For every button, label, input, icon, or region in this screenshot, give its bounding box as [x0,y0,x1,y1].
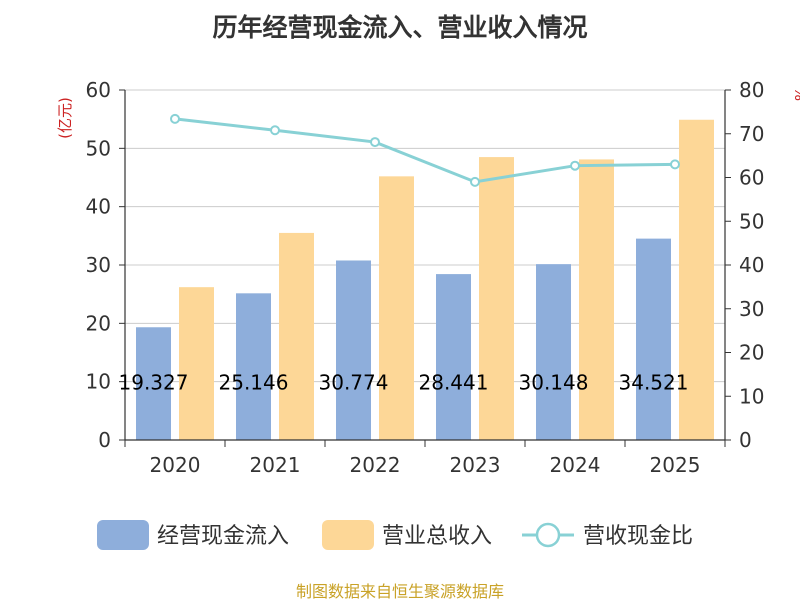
ratio-point [670,159,680,170]
axes: 0 10 20 30 40 50 60 0 10 20 30 40 50 60 70 80 (亿元)% 2020 2… [56,78,800,477]
right-tick-label: 70 [739,122,764,146]
chart-title: 历年经营现金流入、营业收入情况 [212,13,588,42]
ratio-polyline [174,117,676,184]
ratio-point [470,176,480,187]
legend: 经营现金流入 营业总收入 营收现金比 [97,520,693,550]
bar-revenue [379,176,414,441]
right-tick-label: 10 [739,384,764,408]
x-tick-label: 2024 [550,453,601,477]
x-tick-label: 2025 [650,453,701,477]
ratio-line [170,113,680,187]
data-label-cash-inflow: 30.148 [519,371,589,395]
bar-revenue [579,159,614,440]
data-label-cash-inflow: 28.441 [419,371,489,395]
right-tick-label: 30 [739,297,764,321]
legend-label-revenue: 营业总收入 [382,524,492,549]
source-note: 制图数据来自恒生聚源数据库 [295,582,504,601]
bar-cash-inflow [136,327,171,440]
bars [136,119,714,441]
x-tick-label: 2023 [450,453,501,477]
data-label-cash-inflow: 19.327 [119,371,189,395]
right-tick-label: 50 [739,209,764,233]
left-axis-unit: (亿元) [56,97,74,139]
ratio-point [570,160,580,171]
right-tick-label: 60 [739,166,764,190]
x-tick-label: 2021 [250,453,301,477]
ratio-point [170,113,180,124]
bar-cash-inflow [436,274,471,440]
legend-swatch-revenue [322,520,374,550]
left-tick-label: 20 [86,311,111,335]
ratio-point [270,125,280,136]
left-tick-label: 30 [86,253,111,277]
legend-label-ratio: 营收现金比 [583,524,693,549]
legend-label-cash-inflow: 经营现金流入 [157,524,289,549]
legend-swatch-cash-inflow [97,520,149,550]
ratio-point [370,137,380,148]
bar-revenue [179,287,214,440]
bar-revenue [679,119,714,440]
data-label-cash-inflow: 30.774 [319,371,389,395]
left-tick-label: 40 [86,195,111,219]
x-tick-label: 2022 [350,453,401,477]
bar-cash-inflow [536,264,571,440]
data-label-cash-inflow: 25.146 [219,371,289,395]
x-tick-label: 2020 [150,453,201,477]
right-tick-label: 40 [739,253,764,277]
right-tick-label: 20 [739,341,764,365]
right-tick-label: 0 [739,428,752,452]
data-labels: 19.327 25.146 30.774 28.441 30.148 34.521 [119,371,689,395]
bar-revenue [279,232,314,440]
left-tick-label: 60 [86,78,111,102]
right-tick-label: 80 [739,78,764,102]
right-axis-unit: % [792,87,800,101]
data-label-cash-inflow: 34.521 [619,371,689,395]
bar-cash-inflow [636,238,671,440]
bar-cash-inflow [336,260,371,440]
left-tick-label: 50 [86,136,111,160]
legend-marker-ratio [535,522,561,548]
bar-cash-inflow [236,293,271,440]
left-tick-label: 0 [98,428,111,452]
left-tick-label: 10 [86,370,111,394]
bar-revenue [479,157,514,441]
